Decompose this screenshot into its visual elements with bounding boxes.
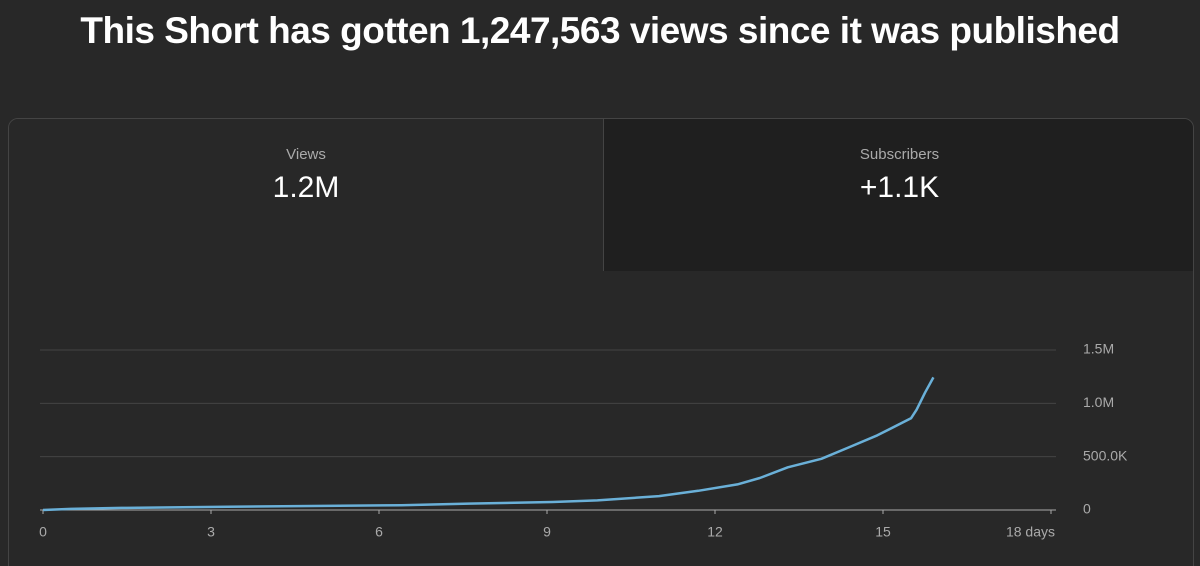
x-tick-label: 12 [707, 524, 723, 540]
x-tick-label: 9 [543, 524, 551, 540]
views-tab[interactable]: Views 1.2M [9, 119, 604, 271]
page-title: This Short has gotten 1,247,563 views si… [80, 10, 1120, 51]
analytics-card: Views 1.2M Subscribers +1.1K [8, 118, 1194, 566]
x-tick-label: 3 [207, 524, 215, 540]
y-tick-label: 500.0K [1083, 447, 1128, 463]
subscribers-tab[interactable]: Subscribers +1.1K [604, 119, 1193, 271]
y-tick-label: 1.5M [1083, 341, 1114, 357]
tab-label: Subscribers [859, 146, 940, 163]
x-tick-label: 6 [375, 524, 383, 540]
x-tick-label: 15 [875, 524, 891, 540]
tab-value: 1.2M [272, 171, 340, 204]
views-line [42, 376, 935, 512]
tab-value: +1.1K [859, 171, 940, 204]
y-tick-label: 0 [1083, 501, 1091, 517]
x-tick-label: 18 days [1006, 524, 1055, 540]
x-tick-label: 0 [39, 524, 47, 540]
tab-label: Views [286, 146, 326, 163]
y-tick-label: 1.0M [1083, 394, 1114, 410]
